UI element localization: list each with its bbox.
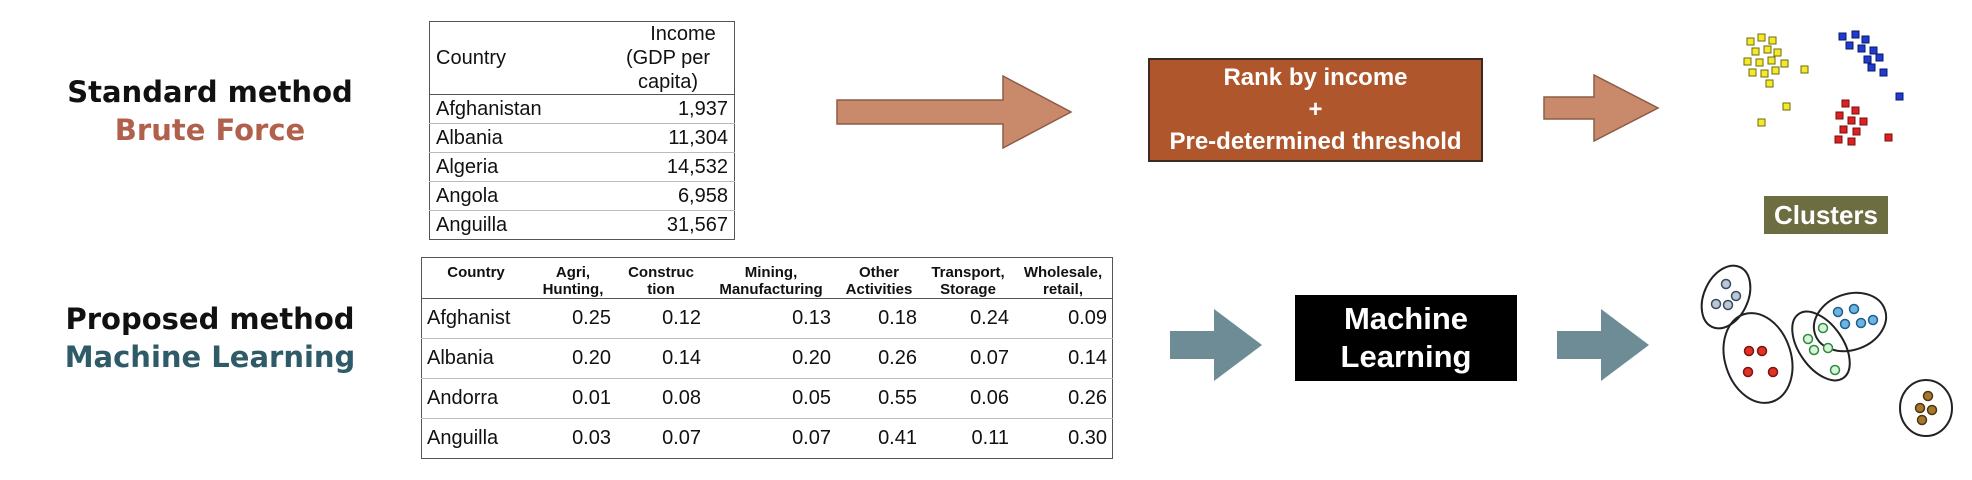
agri-column-header: Agri, Hunting, bbox=[530, 257, 616, 299]
wholesale-column-header: Wholesale, retail, bbox=[1014, 257, 1113, 299]
clusters-label: Clusters bbox=[1764, 196, 1888, 234]
table-row: Anguilla 0.03 0.07 0.07 0.41 0.11 0.30 bbox=[427, 427, 1107, 449]
proposed-method-label: Proposed method Machine Learning bbox=[60, 300, 360, 376]
other-activities-column-header: Other Activities bbox=[836, 257, 922, 299]
table-row: Angola 6,958 bbox=[429, 181, 735, 211]
country-column-header: Country bbox=[429, 21, 602, 95]
construction-column-header: Construc tion bbox=[616, 257, 706, 299]
arrow-to-clusters-icon bbox=[1543, 73, 1660, 143]
arrow-to-ml-clusters-icon bbox=[1557, 309, 1649, 381]
ml-clusters-icon bbox=[1700, 264, 1953, 437]
table-row: Afghanistan 1,937 bbox=[429, 94, 735, 124]
country-column-header: Country bbox=[421, 257, 530, 299]
arrow-to-ml-icon bbox=[1170, 309, 1262, 381]
arrow-to-rank-icon bbox=[836, 74, 1073, 150]
standard-method-title: Standard method bbox=[67, 75, 353, 109]
sector-share-table: Country Agri, Hunting, Construc tion Minin… bbox=[421, 257, 1113, 459]
table-row: Albania 11,304 bbox=[429, 123, 735, 153]
standard-method-label: Standard method Brute Force bbox=[60, 73, 360, 149]
income-column-header: Income (GDP per capita) bbox=[602, 21, 735, 95]
table-row: Andorra 0.01 0.08 0.05 0.55 0.06 0.26 bbox=[421, 378, 1113, 419]
table-row: Anguilla 31,567 bbox=[436, 213, 728, 236]
mining-column-header: Mining, Manufacturing bbox=[706, 257, 836, 299]
machine-learning-subtitle: Machine Learning bbox=[64, 340, 356, 374]
table-row: Algeria 14,532 bbox=[429, 152, 735, 182]
proposed-method-title: Proposed method bbox=[65, 302, 355, 336]
table-row: Albania 0.20 0.14 0.20 0.26 0.07 0.14 bbox=[421, 338, 1113, 379]
income-table: Country Income (GDP per capita) Afghanis… bbox=[429, 21, 735, 240]
sector-table-header: Country Agri, Hunting, Construc tion Minin… bbox=[421, 257, 1113, 299]
brute-force-subtitle: Brute Force bbox=[114, 113, 306, 147]
machine-learning-box: Machine Learning bbox=[1295, 295, 1517, 381]
square-clusters-icon bbox=[1743, 30, 1904, 146]
rank-by-income-box: Rank by income + Pre-determined threshol… bbox=[1148, 58, 1483, 162]
transport-column-header: Transport, Storage bbox=[922, 257, 1014, 299]
income-table-header: Country Income (GDP per capita) bbox=[429, 21, 735, 95]
table-row: Afghanist 0.25 0.12 0.13 0.18 0.24 0.09 bbox=[421, 298, 1113, 339]
